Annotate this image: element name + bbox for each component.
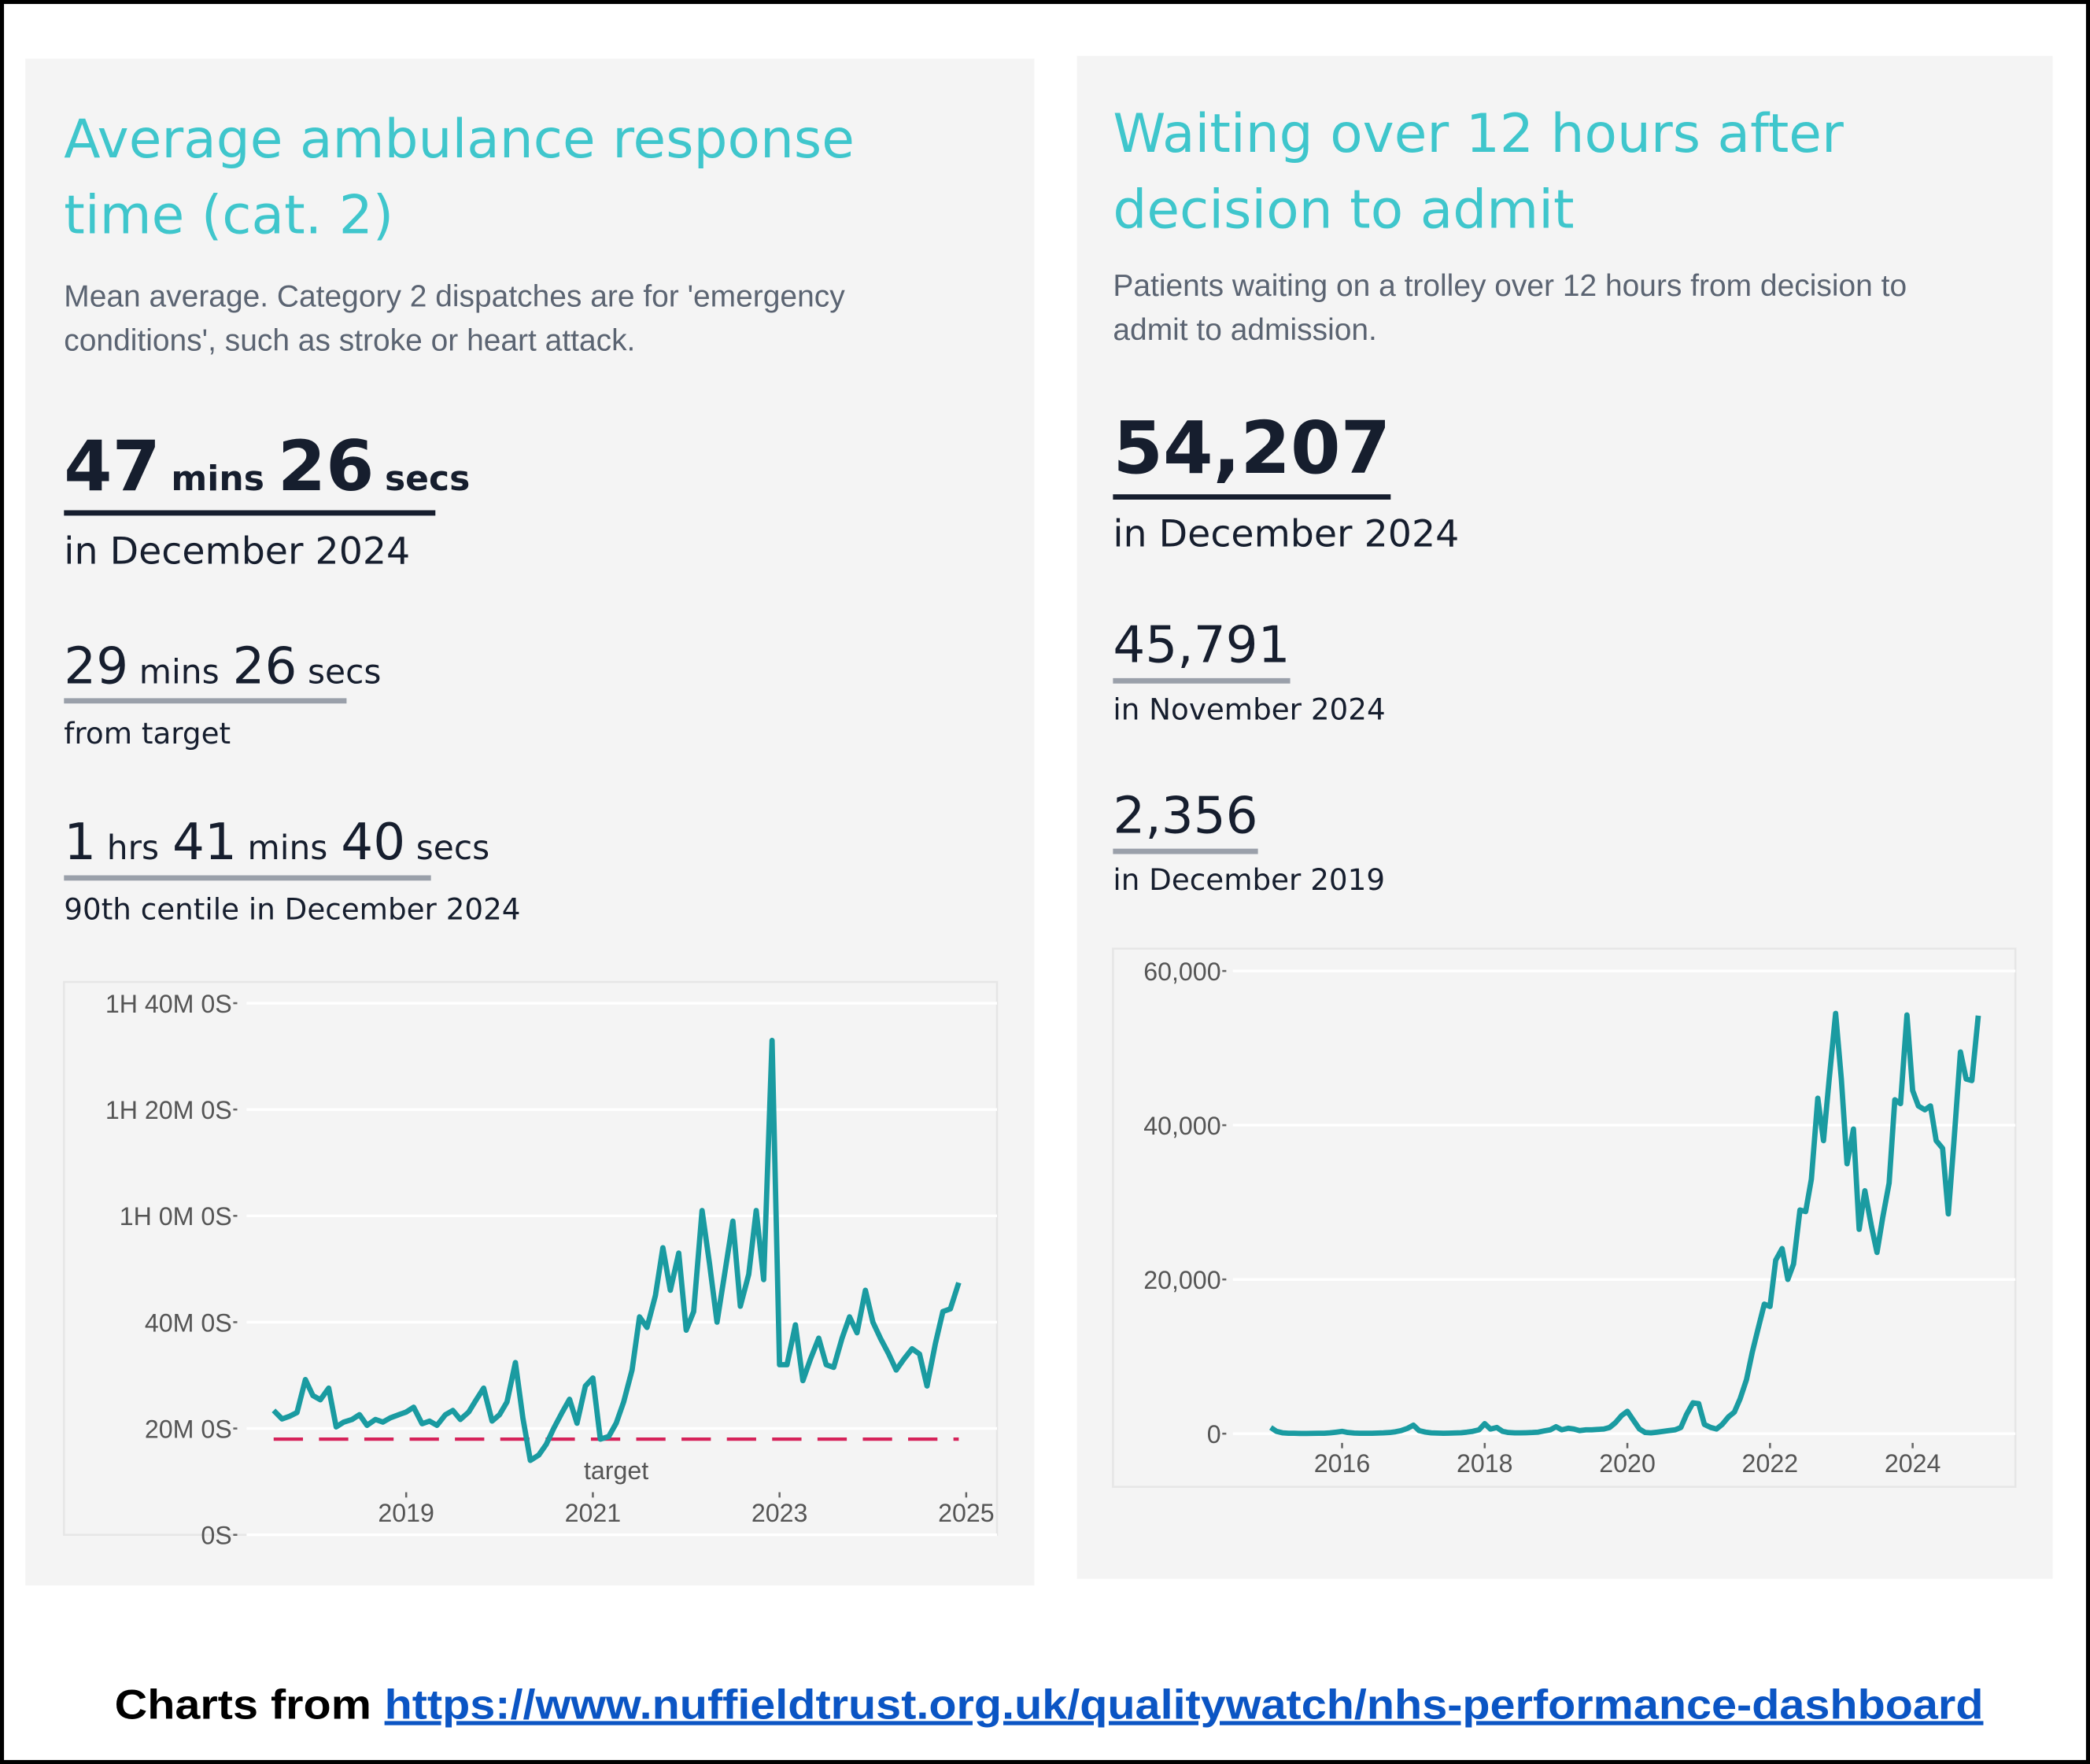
y-tick-label: 40M 0S [145,1308,232,1337]
panel-subtitle: Patients waiting on a trolley over 12 ho… [1113,269,1907,347]
x-tick-label: 2018 [1457,1449,1513,1478]
stat-caption: 90th centile in December 2024 [64,891,520,926]
stat-number: 26 [278,426,375,507]
stat-unit: secs [385,459,470,499]
stat-value: 47 mins 26 secs [64,426,470,507]
plot-frame [1112,947,2017,1489]
x-tick-label: 2024 [1885,1449,1941,1478]
data-line [271,1037,962,1463]
panel-title: Waiting over 12 hours after decision to a… [1113,102,1844,241]
stat-unit: mins [171,459,264,499]
stat-caption: from target [64,716,231,751]
y-tick-label: 1H 0M 0S [120,1202,232,1231]
y-tick-label: 1H 40M 0S [105,990,232,1018]
stat-number: 1 [64,813,96,872]
stat-caption: in December 2024 [64,530,410,573]
x-tick-label: 2016 [1314,1449,1371,1478]
x-tick-label: 2020 [1599,1449,1656,1478]
stat-unit: secs [416,828,489,867]
stat-number: 29 [64,637,128,696]
footer: Charts from https://www.nuffieldtrust.org… [115,1681,1984,1728]
footer-text: Charts from [115,1681,371,1728]
x-tick-label: 2023 [751,1499,808,1527]
stat-caption: in December 2019 [1113,862,1385,897]
stat-number: 54,207 [1113,406,1390,490]
stat-unit: secs [308,653,381,692]
stat-unit: mins [247,828,327,867]
data-line [1268,1010,1981,1437]
panel-title: Average ambulance response time (cat. 2) [64,108,855,246]
stat-value: 2,356 [1113,786,1257,845]
y-tick-label: 20,000 [1143,1266,1220,1294]
y-tick-label: 0S [201,1522,231,1550]
footer-link[interactable]: https://www.nuffieldtrust.org.uk/quality… [385,1681,1984,1728]
x-tick-label: 2022 [1742,1449,1799,1478]
stat-number: 26 [233,637,297,696]
stat-unit: mins [139,653,220,692]
stat-value: 1 hrs 41 mins 40 secs [64,813,489,872]
x-tick-label: 2025 [938,1499,995,1527]
stat-value: 29 mins 26 secs [64,637,381,696]
y-tick-label: 40,000 [1143,1112,1220,1140]
x-tick-label: 2019 [378,1499,434,1527]
panel-subtitle: Mean average. Category 2 dispatches are … [64,279,845,357]
stat-number: 47 [64,426,161,507]
stat-caption: in December 2024 [1113,512,1459,555]
y-tick-label: 60,000 [1143,958,1220,986]
stat-number: 2,356 [1113,786,1257,845]
y-tick-label: 20M 0S [145,1415,232,1443]
stat-number: 40 [341,813,405,872]
stat-number: 45,791 [1113,616,1290,675]
stat-value: 54,207 [1113,406,1390,490]
stat-unit: hrs [107,828,159,867]
stat-number: 41 [172,813,237,872]
x-tick-label: 2021 [565,1499,622,1527]
stat-value: 45,791 [1113,616,1290,675]
y-tick-label: 1H 20M 0S [105,1096,232,1124]
y-tick-label: 0 [1207,1420,1221,1448]
stat-caption: in November 2024 [1113,692,1385,726]
panel [1076,56,2053,1579]
target-label: target [584,1456,648,1485]
panel [25,58,1035,1586]
